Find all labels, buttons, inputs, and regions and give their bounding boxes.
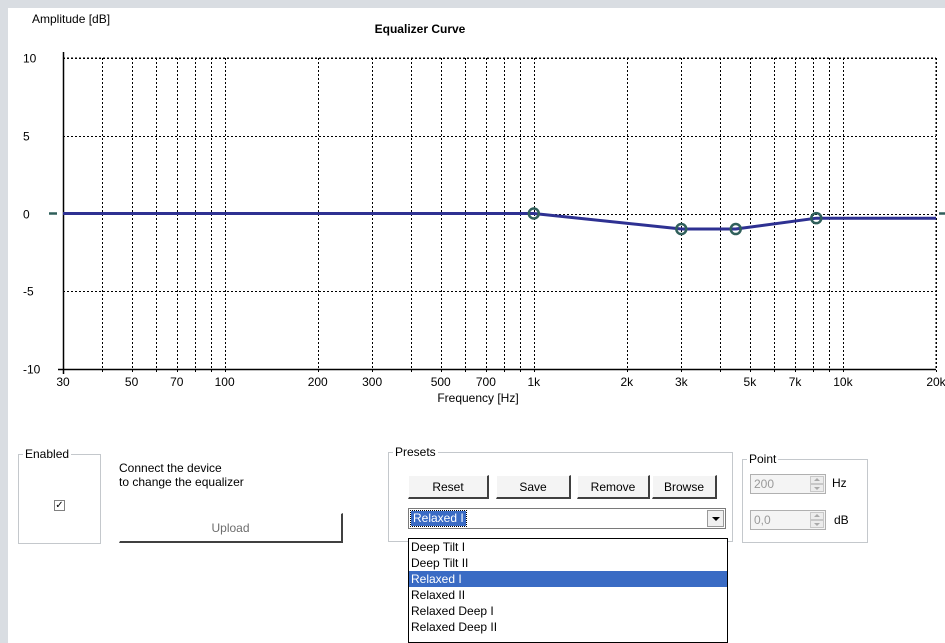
gain-value: 0,0 bbox=[754, 513, 771, 527]
upload-button[interactable]: Upload bbox=[119, 513, 343, 543]
x-tick-label: 100 bbox=[215, 375, 235, 389]
frequency-stepper[interactable]: 200 bbox=[750, 474, 826, 494]
spin-up-icon[interactable] bbox=[810, 476, 824, 484]
x-tick-label: 5k bbox=[744, 375, 758, 389]
enabled-checkbox[interactable]: ✓ bbox=[54, 500, 65, 511]
preset-option[interactable]: Relaxed Deep I bbox=[411, 604, 494, 618]
x-tick-label: 7k bbox=[789, 375, 803, 389]
x-axis-label: Frequency [Hz] bbox=[437, 391, 518, 405]
gain-unit: dB bbox=[834, 513, 849, 527]
spin-down-icon[interactable] bbox=[810, 484, 824, 492]
y-tick-label: -10 bbox=[23, 363, 41, 377]
connect-message-line2: to change the equalizer bbox=[119, 475, 244, 489]
spin-up-icon[interactable] bbox=[810, 512, 824, 520]
y-tick-label: -5 bbox=[23, 285, 34, 299]
spin-down-icon[interactable] bbox=[810, 520, 824, 528]
eq-control-point[interactable] bbox=[527, 207, 541, 220]
x-tick-label: 500 bbox=[431, 375, 451, 389]
remove-button[interactable]: Remove bbox=[577, 475, 650, 499]
browse-button[interactable]: Browse bbox=[652, 475, 717, 499]
x-tick-label: 3k bbox=[675, 375, 689, 389]
x-tick-label: 70 bbox=[170, 375, 184, 389]
eq-control-point[interactable] bbox=[729, 222, 742, 236]
enabled-legend: Enabled bbox=[25, 447, 70, 461]
x-tick-label: 1k bbox=[527, 375, 541, 389]
equalizer-panel: Amplitude [dB] Equalizer Curve Frequency… bbox=[8, 8, 945, 643]
x-tick-label: 200 bbox=[308, 375, 328, 389]
equalizer-chart[interactable]: Amplitude [dB] Equalizer Curve Frequency… bbox=[8, 8, 945, 418]
x-tick-label: 10k bbox=[833, 375, 853, 389]
preset-select-value: Relaxed I bbox=[410, 510, 467, 527]
frequency-value: 200 bbox=[754, 477, 775, 491]
preset-option[interactable]: Relaxed Deep II bbox=[411, 620, 498, 634]
y-tick-label: 0 bbox=[23, 208, 30, 222]
preset-option[interactable]: Deep Tilt I bbox=[411, 540, 466, 554]
enabled-group: Enabled bbox=[18, 447, 101, 544]
eq-control-point[interactable] bbox=[675, 222, 688, 236]
x-tick-label: 20k bbox=[926, 375, 945, 389]
x-tick-label: 2k bbox=[621, 375, 635, 389]
x-tick-label: 300 bbox=[362, 375, 382, 389]
eq-control-point[interactable] bbox=[810, 211, 823, 225]
point-group: Point bbox=[742, 452, 868, 543]
chart-title: Equalizer Curve bbox=[375, 22, 466, 36]
save-button[interactable]: Save bbox=[496, 475, 571, 499]
frequency-unit: Hz bbox=[832, 476, 847, 490]
preset-option[interactable]: Deep Tilt II bbox=[411, 556, 469, 570]
x-tick-label: 700 bbox=[476, 375, 496, 389]
presets-legend: Presets bbox=[395, 445, 436, 459]
y-tick-label: 10 bbox=[23, 52, 37, 66]
chevron-down-icon[interactable] bbox=[707, 510, 724, 527]
connect-message-line1: Connect the device bbox=[119, 461, 222, 475]
eq-curve-line bbox=[63, 212, 936, 231]
point-legend: Point bbox=[749, 452, 777, 466]
x-tick-label: 30 bbox=[56, 375, 70, 389]
y-tick-label: 5 bbox=[23, 130, 30, 144]
preset-dropdown-list[interactable]: Deep Tilt I Deep Tilt II Relaxed I Relaxed … bbox=[408, 538, 728, 643]
preset-option[interactable]: Relaxed I bbox=[409, 571, 727, 587]
reset-button[interactable]: Reset bbox=[408, 475, 489, 499]
preset-option[interactable]: Relaxed II bbox=[411, 588, 466, 602]
x-tick-label: 50 bbox=[125, 375, 139, 389]
y-axis-label: Amplitude [dB] bbox=[32, 12, 110, 26]
gain-stepper[interactable]: 0,0 bbox=[750, 510, 826, 530]
preset-select[interactable]: Relaxed I bbox=[408, 508, 726, 529]
